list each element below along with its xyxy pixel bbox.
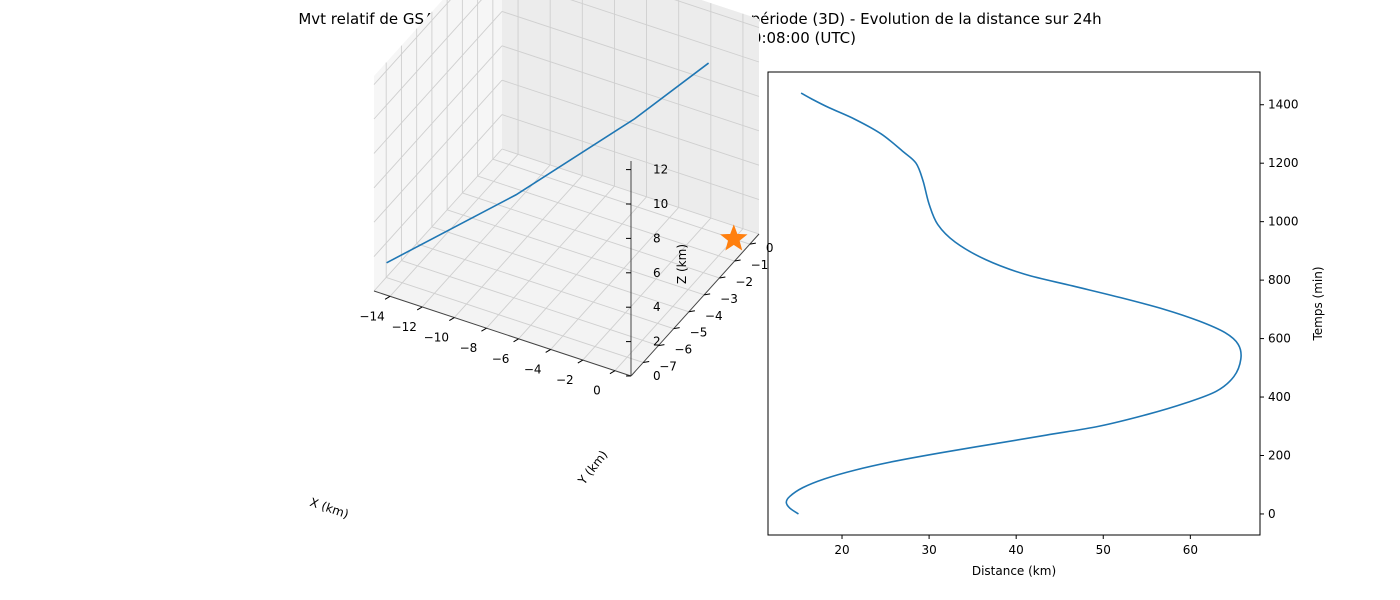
grid-line (373, 11, 503, 154)
grid-line (477, 175, 735, 262)
side-pane (374, 0, 502, 291)
x-tick-label: −4 (524, 362, 542, 376)
x-tick-label: 60 (1183, 543, 1198, 557)
y-tick (658, 344, 665, 347)
floor-pane (374, 149, 759, 376)
z-tick-label: 6 (653, 266, 661, 280)
grid-line (373, 0, 482, 120)
z-tick-label: 12 (653, 163, 668, 177)
y-tick (673, 327, 680, 330)
grid-line (462, 192, 720, 279)
grid-line (501, 114, 760, 201)
grid-line (674, 0, 760, 29)
x-tick-label: −8 (460, 341, 478, 355)
y-tick-label: 0 (1268, 507, 1276, 521)
y-tick-label: 400 (1268, 390, 1291, 404)
z-tick-label: 4 (653, 300, 661, 314)
x-tick-label: −6 (492, 352, 510, 366)
z-axis-label: Z (km) (675, 244, 689, 284)
y-axis-label: Y (km) (575, 448, 611, 488)
y-tick (643, 360, 650, 363)
grid-line (486, 185, 615, 329)
grid-line (373, 45, 503, 189)
y-tick (734, 259, 741, 262)
x-tick-label: 50 (1096, 543, 1111, 557)
x-tick-label: 0 (593, 384, 601, 398)
grid-line (386, 277, 644, 363)
grid-line (518, 196, 647, 340)
y-tick (688, 310, 695, 313)
x-tick-label: −14 (359, 309, 384, 323)
grid-line (421, 164, 551, 308)
x-tick (449, 317, 455, 321)
y-tick (749, 242, 756, 245)
y-tick-label: −5 (690, 326, 708, 340)
y-tick-label: 1000 (1268, 215, 1299, 229)
x-axis-label: X (km) (308, 495, 350, 521)
x-tick (384, 295, 391, 300)
y-tick-label: −2 (735, 275, 753, 289)
grid-line (373, 114, 503, 257)
y-tick-label: −1 (751, 258, 769, 272)
z-tick-label: 2 (653, 335, 661, 349)
grid-line (550, 207, 680, 350)
y-axis-line (630, 233, 760, 377)
distance-series-line (785, 92, 1242, 515)
grid-line (431, 226, 690, 313)
grid-line (501, 45, 760, 132)
y-tick (719, 276, 726, 279)
y-tick-label: −6 (674, 343, 692, 357)
y-tick-label: −3 (720, 292, 738, 306)
x-tick (416, 306, 423, 311)
z-tick-label: 10 (653, 197, 668, 211)
z-tick-label: 0 (653, 369, 661, 383)
y-tick-label: −7 (659, 359, 677, 373)
grid-line (570, 0, 760, 63)
grid-line (447, 209, 705, 296)
trajectory-line (386, 62, 710, 264)
y-tick-label: 0 (766, 241, 774, 255)
y-tick-label: 800 (1268, 273, 1291, 287)
grid-line (373, 79, 503, 223)
x-axis-label: Distance (km) (972, 564, 1056, 578)
x-tick-label: 30 (921, 543, 936, 557)
grid-line (501, 79, 760, 166)
grid-line (401, 260, 659, 346)
grid-line (501, 10, 760, 97)
grid-line (453, 175, 583, 318)
star-marker (720, 224, 748, 251)
x-tick (545, 349, 551, 353)
grid-line (614, 228, 744, 371)
grid-line (373, 148, 503, 292)
y-tick-label: 600 (1268, 332, 1291, 346)
y-tick (704, 293, 711, 296)
y-axis-label: Temps (min) (1311, 266, 1325, 341)
y-tick-label: 1200 (1268, 156, 1299, 170)
x-tick (481, 327, 487, 332)
distance-plot: 20 30 40 50 600200400600800100012001400Dista… (767, 71, 1325, 578)
x-tick-label: −12 (392, 320, 417, 334)
plot-frame (767, 71, 1261, 536)
x-tick (609, 370, 616, 375)
grid-line (492, 158, 750, 245)
x-tick-label: −2 (556, 373, 574, 387)
x-tick-label: −10 (424, 331, 449, 345)
x-tick (513, 338, 519, 343)
z-tick-label: 8 (653, 231, 661, 245)
back-pane (502, 0, 759, 234)
x-tick (577, 359, 584, 364)
y-tick-label: 1400 (1268, 98, 1299, 112)
y-tick-label: 200 (1268, 448, 1291, 462)
x-axis-line (373, 290, 632, 377)
grid-line (582, 217, 712, 361)
grid-line (389, 154, 519, 297)
3d-plot: −14−12−10−8−6−4−200−1−2−3−4−5−6−70246810… (308, 0, 773, 521)
x-tick-label: 20 (834, 543, 849, 557)
grid-line (373, 0, 451, 85)
y-tick-label: −4 (705, 309, 723, 323)
x-tick-label: 40 (1009, 543, 1024, 557)
